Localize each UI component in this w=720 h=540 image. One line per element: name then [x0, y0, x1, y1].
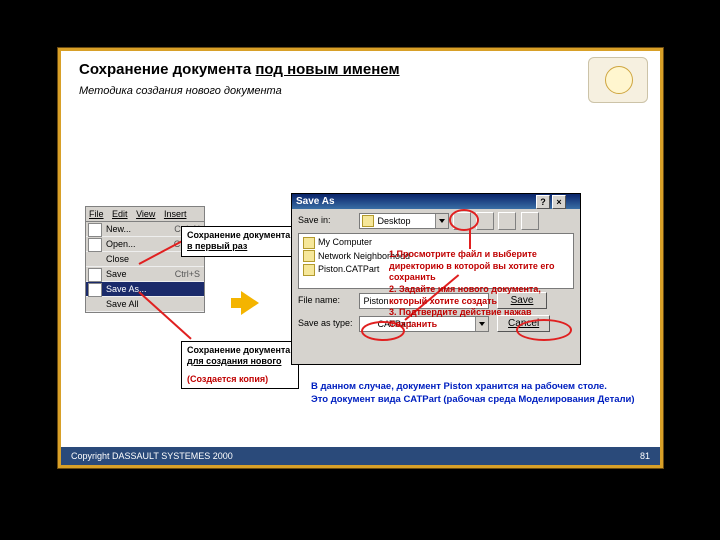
page-number: 81 — [640, 447, 650, 465]
menuitem-save[interactable]: SaveCtrl+S — [86, 267, 204, 282]
savein-combo[interactable]: Desktop — [359, 213, 449, 229]
footer-note: В данном случае, документ Piston хранитс… — [311, 381, 641, 407]
menubar: File Edit View Insert — [86, 207, 204, 222]
saveas-icon — [88, 283, 102, 297]
help-button[interactable]: ? — [536, 195, 550, 209]
save-icon — [88, 268, 102, 282]
close-button[interactable]: × — [552, 195, 566, 209]
menu-edit[interactable]: Edit — [112, 209, 128, 219]
slide-footer: Copyright DASSAULT SYSTEMES 2000 81 — [61, 447, 660, 465]
savein-value: Desktop — [378, 216, 411, 226]
title-underlined: под новым именем — [255, 61, 399, 78]
chevron-down-icon[interactable] — [435, 214, 448, 228]
slide-frame: Сохранение документа под новым именем Ме… — [58, 48, 663, 468]
copyright-text: Copyright DASSAULT SYSTEMES 2000 — [71, 451, 233, 461]
menuitem-save-as[interactable]: Save As... — [86, 282, 204, 297]
menu-insert[interactable]: Insert — [164, 209, 187, 219]
savein-label: Save in: — [298, 215, 356, 225]
view-list-button[interactable] — [498, 212, 516, 230]
menu-file[interactable]: File — [89, 209, 104, 219]
arrow-icon — [241, 291, 259, 315]
desktop-icon — [362, 215, 374, 227]
open-icon — [88, 238, 102, 252]
slide-subtitle: Методика создания нового документа — [79, 85, 282, 97]
leader-1 — [469, 229, 471, 249]
callout-new-copy-red: (Создается копия) — [187, 374, 268, 384]
filename-label: File name: — [298, 295, 356, 305]
dialog-titlebar: Save As ? × — [292, 194, 580, 209]
list-item[interactable]: My Computer — [303, 236, 569, 250]
title-plain: Сохранение документа — [79, 61, 255, 78]
callout-new-copy-l2: для создания нового — [187, 356, 281, 366]
new-folder-button[interactable] — [476, 212, 494, 230]
callout-first-save-l1: Сохранение документа — [187, 230, 290, 240]
dialog-title: Save As — [296, 196, 335, 207]
menu-view[interactable]: View — [136, 209, 155, 219]
computer-icon — [303, 237, 315, 249]
up-folder-button[interactable] — [453, 212, 471, 230]
network-icon — [303, 250, 315, 262]
instructions-text: 1.Просмотрите файл и выберите директорию… — [389, 249, 579, 331]
file-icon — [303, 264, 315, 276]
new-icon — [88, 223, 102, 237]
callout-first-save-l2: в первый раз — [187, 241, 247, 251]
callout-new-copy: Сохранение документа для создания нового… — [181, 341, 299, 389]
type-label: Save as type: — [298, 318, 356, 328]
savein-row: Save in: Desktop — [292, 209, 580, 233]
view-details-button[interactable] — [521, 212, 539, 230]
slide-title: Сохранение документа под новым именем — [79, 61, 400, 78]
mascot-graphic — [588, 57, 648, 103]
callout-first-save: Сохранение документа в первый раз — [181, 226, 299, 257]
callout-new-copy-l1: Сохранение документа — [187, 345, 290, 355]
